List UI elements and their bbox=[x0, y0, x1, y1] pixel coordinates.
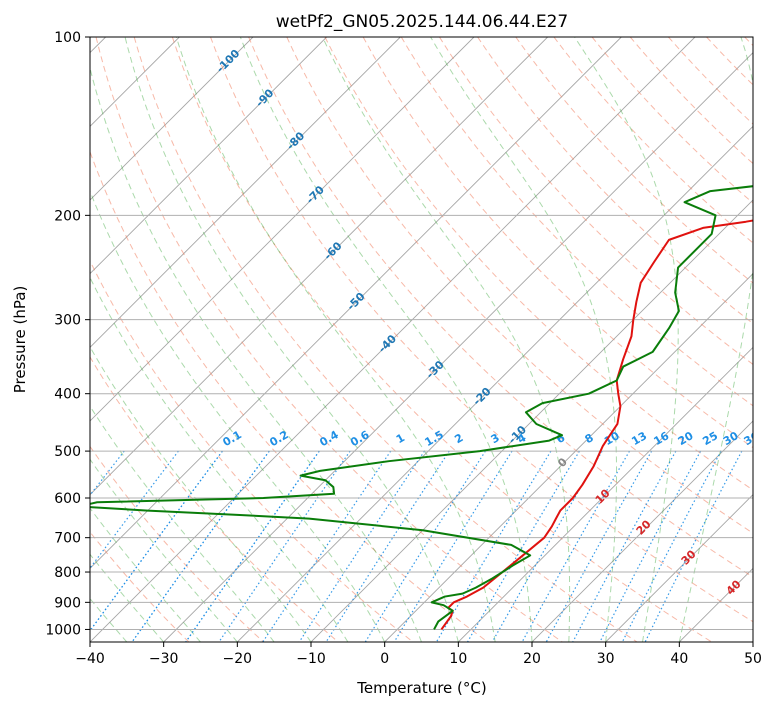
x-axis: −40 −30 −20 −10 0 10 20 30 40 50 bbox=[75, 642, 762, 667]
moist-adiabat-line bbox=[90, 276, 349, 642]
x-tick-label: −20 bbox=[223, 651, 253, 667]
dry-adiabat-line bbox=[90, 445, 264, 642]
moist-adiabat-line bbox=[678, 37, 753, 642]
moist-adiabat-line bbox=[90, 597, 128, 642]
moist-adiabat-line bbox=[90, 345, 312, 642]
mixing-ratio-line bbox=[131, 450, 270, 642]
moist-adiabat-line bbox=[90, 405, 275, 642]
x-tick-label: 0 bbox=[380, 651, 389, 667]
plot-area: -100-90-80-70-60-50-40-30-20-100.1 0.2 0.4… bbox=[90, 37, 762, 642]
isotherms bbox=[90, 37, 753, 642]
mixing-ratio-line bbox=[90, 450, 125, 497]
dry-adiabat-line bbox=[210, 37, 753, 623]
isotherm-line bbox=[90, 37, 327, 275]
y-tick-label: 700 bbox=[54, 531, 81, 547]
dry-adiabat-line bbox=[439, 37, 753, 365]
y-tick-label: 1000 bbox=[45, 622, 81, 638]
moist-adiabat-line bbox=[175, 37, 496, 642]
isotherm-line bbox=[163, 52, 753, 642]
dry-adiabat-line bbox=[248, 37, 753, 578]
chart-title: wetPf2_GN05.2025.144.06.44.E27 bbox=[276, 12, 568, 32]
dry-adiabat-line bbox=[90, 259, 414, 642]
y-tick-label: 500 bbox=[54, 444, 81, 460]
y-tick-label: 300 bbox=[54, 313, 81, 329]
dry-adiabat-line bbox=[95, 37, 563, 642]
x-tick-label: 10 bbox=[449, 651, 467, 667]
isotherm-line bbox=[90, 37, 401, 348]
isotherm-line bbox=[90, 37, 548, 496]
moist-adiabat-line bbox=[90, 458, 238, 642]
plot-frame bbox=[89, 36, 754, 643]
dry-adiabat-line bbox=[133, 37, 638, 642]
dry-adiabat-line bbox=[171, 37, 712, 642]
isotherm-line bbox=[458, 346, 753, 642]
y-tick-label: 100 bbox=[54, 30, 81, 46]
mixing-ratio-line bbox=[185, 450, 320, 642]
dry-adiabat-line bbox=[400, 37, 753, 407]
dry-adiabat-line bbox=[362, 37, 753, 449]
dewpoint-line bbox=[90, 185, 753, 630]
dry-adiabat-line bbox=[286, 37, 753, 534]
mixing-ratio-line bbox=[545, 450, 653, 642]
moist-adiabat-line bbox=[430, 37, 618, 642]
x-axis-label: Temperature (°C) bbox=[356, 679, 486, 697]
mixing-ratio-line bbox=[364, 450, 486, 642]
y-tick-label: 800 bbox=[54, 565, 81, 581]
moist-adiabats bbox=[90, 37, 753, 642]
isotherm-line bbox=[752, 641, 753, 642]
mixing-ratio-line bbox=[218, 450, 351, 642]
x-tick-label: 50 bbox=[744, 651, 762, 667]
isotherm-line bbox=[90, 37, 254, 201]
x-tick-label: 20 bbox=[523, 651, 541, 667]
moist-adiabat-line bbox=[90, 507, 201, 642]
x-tick-label: −10 bbox=[296, 651, 326, 667]
sounding-series bbox=[90, 185, 753, 631]
isotherm-line bbox=[605, 494, 753, 642]
mixing-ratio-line bbox=[572, 450, 677, 642]
temperature-line bbox=[440, 219, 753, 631]
x-tick-label: 30 bbox=[597, 651, 615, 667]
moist-adiabat-line bbox=[124, 37, 459, 642]
y-axis-label: Pressure (hPa) bbox=[11, 286, 29, 394]
y-tick-label: 200 bbox=[54, 208, 81, 224]
mixing-ratio-line bbox=[435, 450, 552, 642]
isotherm-line bbox=[237, 125, 753, 642]
mixing-ratio-line bbox=[521, 450, 631, 642]
mixing-ratio-line bbox=[393, 450, 513, 642]
y-tick-label: 400 bbox=[54, 387, 81, 403]
y-tick-label: 600 bbox=[54, 491, 81, 507]
mixing-ratio-line bbox=[466, 450, 580, 642]
moist-adiabat-line bbox=[90, 553, 165, 642]
mixing-ratio-lines bbox=[90, 450, 743, 642]
dry-adiabat-line bbox=[591, 37, 753, 204]
moist-adiabat-line bbox=[239, 37, 533, 642]
mixing-ratio-line bbox=[599, 450, 702, 642]
moist-adiabat-line bbox=[322, 37, 571, 642]
moist-adiabat-line bbox=[90, 189, 386, 642]
y-tick-label: 900 bbox=[54, 595, 81, 611]
mixing-ratio-line bbox=[621, 450, 722, 642]
y-axis: 100 200 300 400 500 600 700 800 900 1000 bbox=[45, 30, 90, 638]
mixing-ratio-label: 36 bbox=[742, 429, 762, 448]
isotherm-line bbox=[90, 37, 622, 569]
dry-adiabat-line bbox=[324, 37, 753, 491]
isotherm-line bbox=[90, 37, 696, 642]
dry-adiabats bbox=[90, 37, 753, 642]
x-tick-label: −40 bbox=[75, 651, 105, 667]
x-tick-label: −30 bbox=[149, 651, 179, 667]
dry-adiabat-line bbox=[553, 37, 753, 244]
dry-adiabat-line bbox=[90, 356, 339, 642]
x-tick-label: 40 bbox=[670, 651, 688, 667]
isotherm-line bbox=[531, 420, 753, 642]
isotherm-line bbox=[90, 37, 475, 422]
pressure-gridlines bbox=[90, 37, 753, 630]
moist-adiabat-line bbox=[90, 66, 422, 642]
